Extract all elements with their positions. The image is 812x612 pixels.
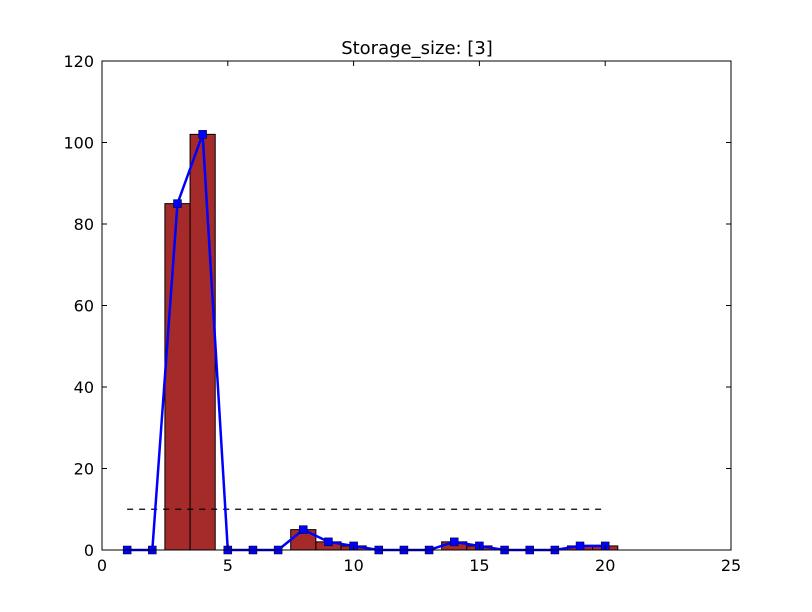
line-marker bbox=[324, 537, 333, 547]
y-tick-label: 0 bbox=[84, 541, 94, 560]
x-tick-label: 25 bbox=[721, 556, 741, 575]
x-tick-label: 15 bbox=[469, 556, 489, 575]
plot-area-frame bbox=[101, 60, 732, 551]
line-marker bbox=[173, 199, 182, 208]
ticks-layer: 0 5 10 15 20 25 0 20 40 60 80 100 120 bbox=[63, 52, 741, 575]
x-tick-label: 20 bbox=[595, 556, 615, 575]
x-tick-label: 10 bbox=[343, 556, 363, 575]
line-marker bbox=[575, 541, 585, 551]
y-tick-label: 100 bbox=[63, 134, 94, 153]
line-marker bbox=[198, 130, 207, 139]
y-tick-label: 120 bbox=[63, 52, 94, 71]
chart-title: Storage_size: [3] bbox=[341, 38, 493, 59]
line-marker bbox=[299, 525, 308, 534]
x-tick-label: 5 bbox=[223, 556, 233, 575]
line-marker bbox=[449, 537, 459, 547]
bar bbox=[189, 133, 216, 551]
y-tick-label: 20 bbox=[74, 460, 94, 479]
x-tick-label: 0 bbox=[97, 556, 107, 575]
y-tick-label: 80 bbox=[74, 215, 94, 234]
y-tick-label: 60 bbox=[74, 297, 94, 316]
bar bbox=[164, 203, 191, 551]
y-tick-label: 40 bbox=[74, 378, 94, 397]
